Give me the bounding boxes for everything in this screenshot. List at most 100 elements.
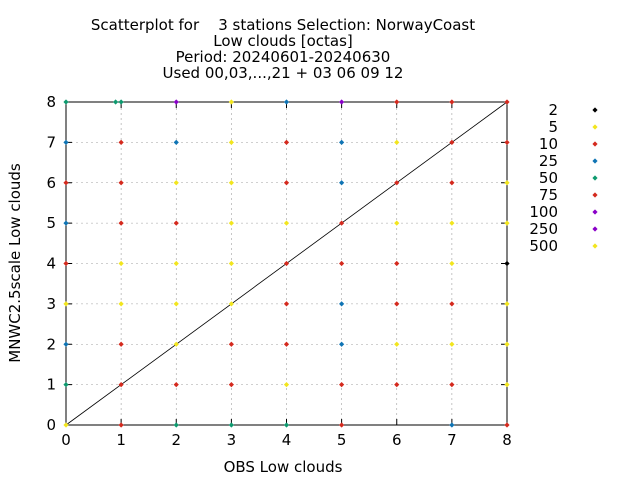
data-point [173, 382, 179, 388]
data-point [339, 180, 345, 186]
data-point [339, 382, 345, 388]
x-axis-label: OBS Low clouds [224, 458, 343, 476]
data-point [173, 99, 179, 105]
data-point [63, 422, 69, 428]
data-point [283, 139, 290, 145]
data-point [228, 220, 234, 226]
data-point [63, 260, 69, 267]
legend-marker [592, 141, 598, 147]
x-tick-label: 8 [502, 431, 512, 449]
x-tick-label: 4 [282, 431, 292, 449]
legend-label: 500 [529, 237, 558, 255]
data-point [63, 341, 69, 347]
legend-label: 250 [529, 220, 558, 238]
data-point [339, 139, 345, 145]
data-point [118, 180, 124, 186]
chart-title: Scatterplot for 3 stations Selection: No… [91, 16, 475, 82]
data-point [339, 99, 345, 105]
data-point [504, 260, 510, 267]
x-tick-label: 1 [116, 431, 126, 449]
data-points [63, 99, 510, 428]
data-point [504, 99, 510, 105]
y-tick-label: 3 [46, 295, 56, 313]
data-point [504, 220, 510, 226]
y-tick-label: 1 [46, 376, 56, 394]
y-tick-label: 0 [46, 416, 56, 434]
data-point [283, 301, 290, 307]
x-tick-label: 5 [337, 431, 347, 449]
title-line: Period: 20240601-20240630 [176, 48, 391, 66]
data-point [449, 260, 455, 267]
data-point [228, 382, 234, 388]
data-point [394, 382, 400, 388]
data-point [394, 220, 400, 226]
data-point [449, 301, 455, 307]
data-point [283, 220, 290, 226]
y-tick-label: 6 [46, 174, 56, 192]
data-point [339, 341, 345, 347]
data-point [394, 139, 400, 145]
data-point [394, 341, 400, 347]
data-point [118, 382, 124, 388]
legend-marker [592, 175, 598, 181]
data-point [449, 180, 455, 186]
legend-marker [592, 243, 598, 249]
data-point [449, 422, 455, 428]
data-point [394, 99, 400, 105]
y-tick-label: 2 [46, 335, 56, 353]
y-tick-label: 4 [46, 255, 56, 273]
legend-marker [592, 124, 598, 130]
legend-label: 25 [539, 152, 558, 170]
data-point [173, 220, 179, 226]
data-point [339, 260, 345, 267]
legend-label: 2 [548, 101, 558, 119]
data-point [449, 220, 455, 226]
data-point [118, 301, 124, 307]
data-point [504, 422, 510, 428]
data-point [504, 341, 510, 347]
data-point [228, 260, 234, 267]
y-tick-label: 7 [46, 133, 56, 151]
legend-marker [592, 226, 598, 232]
x-tick-label: 7 [447, 431, 457, 449]
data-point [504, 382, 510, 388]
legend-label: 100 [529, 203, 558, 221]
data-point [118, 260, 124, 267]
title-line: Low clouds [octas] [213, 32, 353, 50]
data-point [113, 99, 119, 105]
x-tick-label: 6 [392, 431, 402, 449]
data-point [173, 422, 179, 428]
y-tick-label: 5 [46, 214, 56, 232]
data-point [283, 260, 290, 267]
data-point [449, 382, 455, 388]
data-point [118, 341, 124, 347]
data-point [63, 382, 69, 388]
data-point [394, 260, 400, 267]
data-point [504, 139, 510, 145]
legend-marker [592, 192, 598, 198]
data-point [118, 139, 124, 145]
x-tick-label: 3 [227, 431, 237, 449]
legend-label: 75 [539, 186, 558, 204]
data-point [394, 301, 400, 307]
data-point [63, 139, 69, 145]
legend-label: 5 [548, 118, 558, 136]
data-point [504, 301, 510, 307]
y-axis-label: MNWC2.5scale Low clouds [6, 163, 24, 363]
data-point [339, 301, 345, 307]
title-line: Used 00,03,...,21 + 03 06 09 12 [163, 64, 404, 82]
data-point [339, 220, 345, 226]
title-line: Scatterplot for 3 stations Selection: No… [91, 16, 475, 34]
data-point [228, 422, 234, 428]
data-point [449, 99, 455, 105]
data-point [173, 341, 179, 347]
data-point [118, 422, 124, 428]
data-point [228, 139, 234, 145]
data-point [283, 99, 290, 105]
data-point [173, 180, 179, 186]
data-point [173, 139, 179, 145]
data-point [118, 99, 124, 105]
legend-label: 10 [539, 135, 558, 153]
